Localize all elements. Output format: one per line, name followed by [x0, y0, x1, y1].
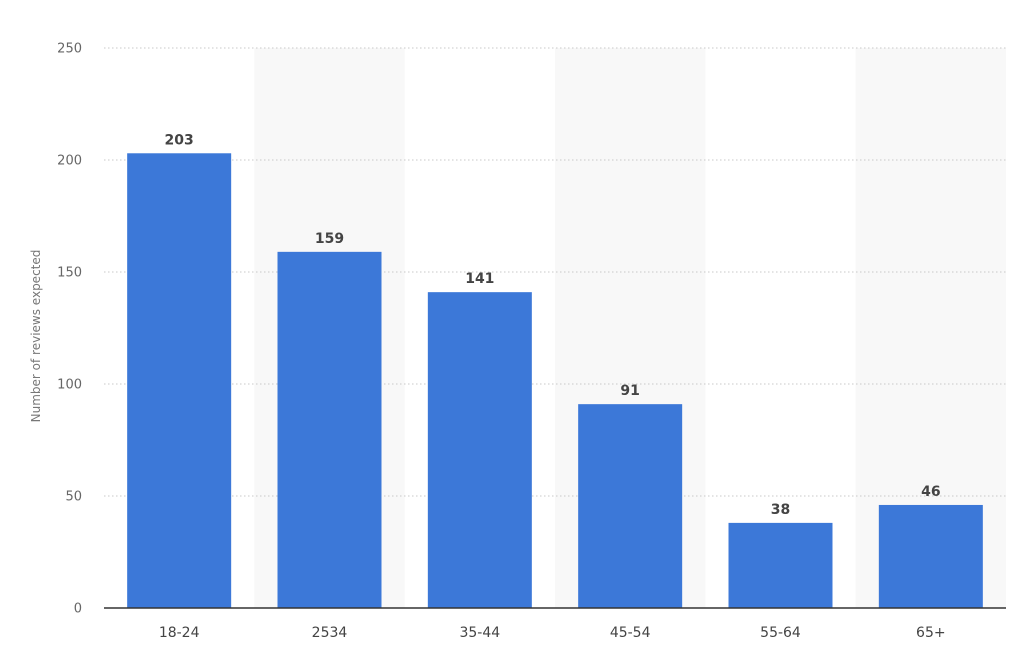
x-tick-label-18-24: 18-24: [159, 625, 200, 641]
bar-55-64: [728, 522, 833, 608]
data-label-65+: 46: [921, 484, 940, 500]
x-axis-ticks: 18-24 2534 35-44 45-54 55-64 65+: [159, 625, 946, 641]
x-tick-label-55-64: 55-64: [760, 625, 801, 641]
x-tick-label-2534: 2534: [312, 625, 348, 641]
data-label-2534: 159: [315, 231, 344, 247]
y-axis-ticks: 0 50 100 150 200 250: [57, 42, 82, 617]
y-tick-label: 50: [65, 490, 82, 505]
data-label-45-54: 91: [620, 383, 639, 399]
x-tick-label-45-54: 45-54: [610, 625, 651, 641]
bar-65+: [878, 504, 983, 608]
y-tick-label: 250: [57, 42, 82, 57]
y-tick-label: 100: [57, 378, 82, 393]
bar-18-24: [127, 153, 232, 608]
data-label-35-44: 141: [465, 271, 494, 287]
y-tick-label: 150: [57, 266, 82, 281]
y-tick-label: 200: [57, 154, 82, 169]
alternating-bands: [254, 48, 1006, 608]
data-label-55-64: 38: [771, 502, 790, 518]
y-tick-label: 0: [74, 602, 82, 617]
x-tick-label-65+: 65+: [916, 625, 946, 641]
x-tick-label-35-44: 35-44: [459, 625, 500, 641]
bars: [127, 153, 983, 608]
bar-2534: [277, 251, 382, 608]
data-label-18-24: 203: [165, 132, 194, 148]
bar-45-54: [578, 404, 683, 608]
bar-35-44: [427, 292, 532, 608]
y-axis-title: Number of reviews expected: [29, 250, 43, 423]
data-labels: 203 159 141 91 38 46: [165, 132, 941, 518]
